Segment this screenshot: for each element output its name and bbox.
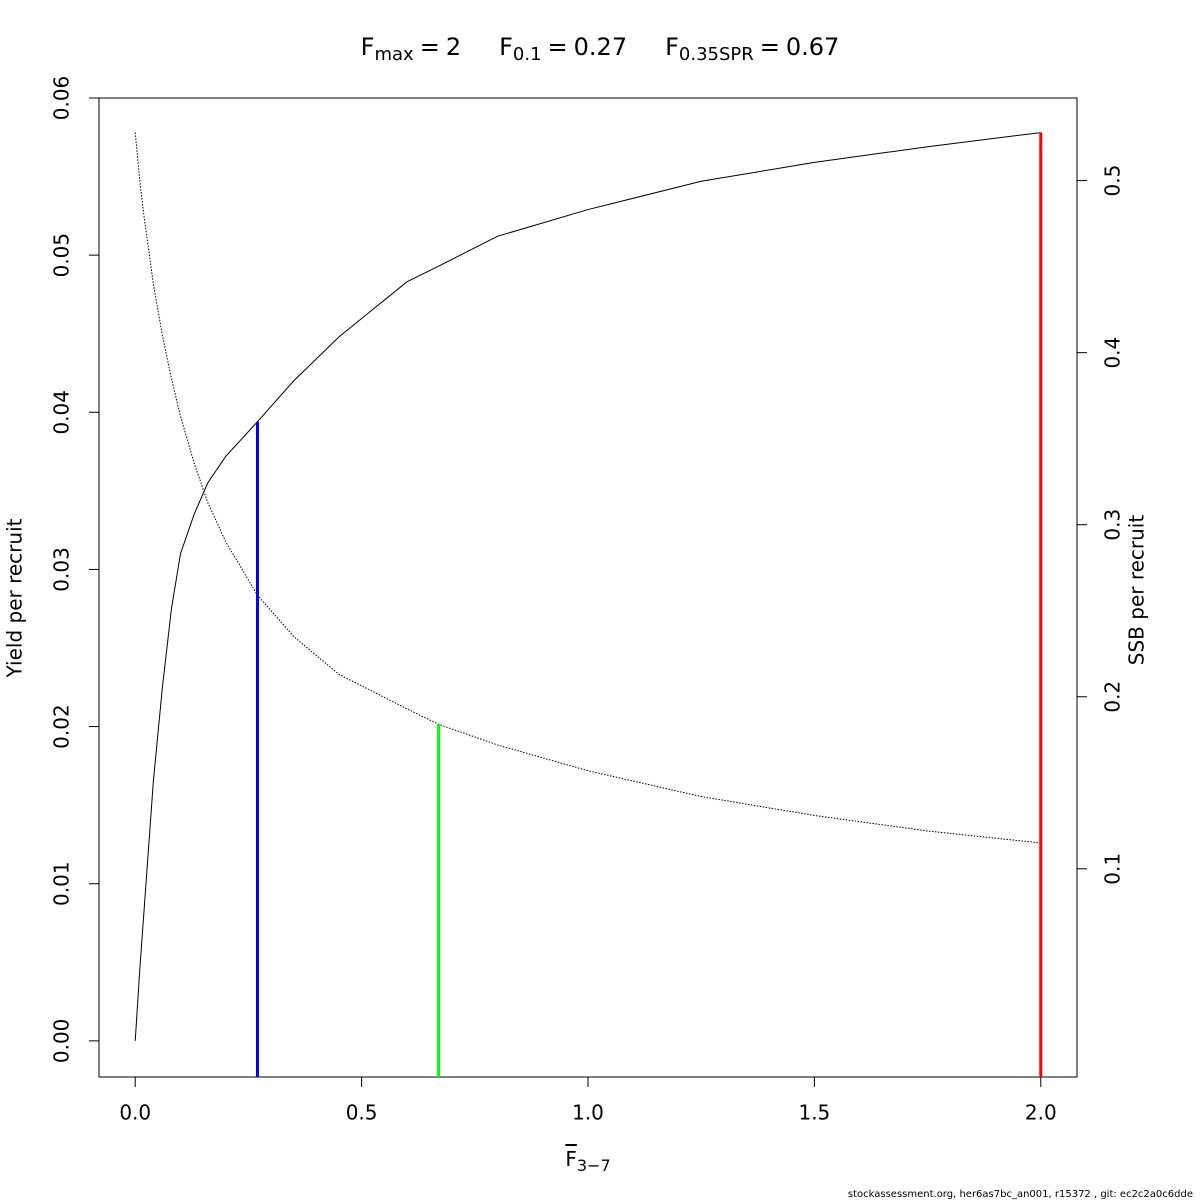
title-subscript: 0.35SPR — [679, 44, 754, 65]
y-tick-label: 0.02 — [50, 704, 74, 749]
y-tick-label: 0.05 — [50, 233, 74, 278]
y2-tick-label: 0.3 — [1101, 509, 1125, 541]
footer: stockassessment.org, her6as7bc_an001, r1… — [848, 1189, 1193, 1200]
x-tick-label: 0.5 — [346, 1101, 378, 1125]
title-symbol: F — [665, 33, 679, 61]
x-tick-label: 0.0 — [119, 1101, 151, 1125]
x-tick-label: 2.0 — [1025, 1101, 1057, 1125]
title-symbol: F — [499, 33, 513, 61]
title-subscript: max — [374, 44, 414, 65]
title-operator: = — [548, 33, 568, 61]
x-axis-label: F3−7 — [565, 1147, 610, 1175]
curve — [134, 132, 1041, 844]
y-axis-label: Yield per recruit — [3, 518, 27, 678]
y-tick-label: 0.00 — [50, 1019, 74, 1064]
title-operator: = — [420, 33, 440, 61]
y2-tick-label: 0.1 — [1101, 853, 1125, 885]
chart-title: Fmax = 2 F0.1 = 0.27 F0.35SPR = 0.67 — [361, 33, 840, 65]
x-tick-label: 1.5 — [798, 1101, 830, 1125]
x-label-subscript: 3−7 — [577, 1156, 611, 1175]
y2-axis-label: SSB per recruit — [1125, 515, 1149, 666]
curve — [134, 132, 1041, 1041]
y-tick-label: 0.04 — [50, 390, 74, 435]
title-value: 2 — [446, 33, 461, 61]
y-tick-label: 0.03 — [50, 547, 74, 592]
plot-box — [98, 97, 1078, 1078]
x-tick-label: 1.0 — [572, 1101, 604, 1125]
title-subscript: 0.1 — [513, 44, 542, 65]
y-tick-label: 0.01 — [50, 861, 74, 906]
title-value: 0.27 — [574, 33, 627, 61]
y-tick-label: 0.06 — [50, 76, 74, 121]
y2-tick-label: 0.2 — [1101, 681, 1125, 713]
title-value: 0.67 — [786, 33, 839, 61]
title-symbol: F — [361, 33, 375, 61]
title-operator: = — [760, 33, 780, 61]
y2-tick-label: 0.5 — [1101, 165, 1125, 197]
x-label-symbol: F — [565, 1147, 577, 1171]
y2-tick-label: 0.4 — [1101, 337, 1125, 369]
